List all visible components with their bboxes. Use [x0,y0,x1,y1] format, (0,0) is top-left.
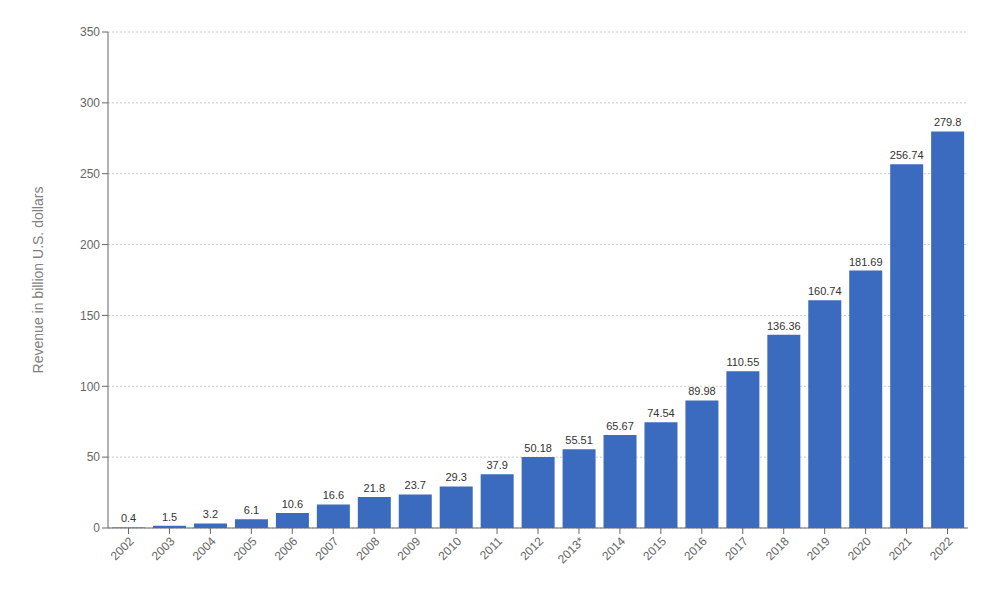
svg-text:2003: 2003 [149,534,178,563]
svg-text:0.4: 0.4 [121,512,136,524]
svg-text:1.5: 1.5 [162,511,177,523]
svg-text:160.74: 160.74 [808,285,842,297]
svg-text:2010: 2010 [435,534,464,563]
svg-text:250: 250 [80,167,100,181]
svg-text:150: 150 [80,309,100,323]
svg-text:2014: 2014 [599,534,628,563]
svg-text:10.6: 10.6 [282,498,303,510]
svg-text:200: 200 [80,238,100,252]
svg-text:2002: 2002 [108,534,137,563]
svg-text:21.8: 21.8 [364,482,385,494]
svg-text:37.9: 37.9 [486,459,507,471]
svg-text:2017: 2017 [722,534,751,563]
svg-text:136.36: 136.36 [767,320,801,332]
svg-text:2012: 2012 [517,534,546,563]
svg-text:2013*: 2013* [555,534,587,566]
svg-text:2015: 2015 [640,534,669,563]
svg-text:2011: 2011 [477,534,505,562]
svg-text:65.67: 65.67 [606,420,634,432]
svg-text:6.1: 6.1 [244,504,259,516]
svg-text:2006: 2006 [272,534,301,563]
svg-text:89.98: 89.98 [688,385,716,397]
svg-text:2009: 2009 [395,534,424,563]
svg-text:2022: 2022 [927,534,956,563]
svg-text:350: 350 [80,25,100,39]
svg-text:279.8: 279.8 [934,116,962,128]
svg-text:23.7: 23.7 [405,479,426,491]
svg-text:Revenue in billion U.S. dollar: Revenue in billion U.S. dollars [30,187,46,374]
svg-text:2021: 2021 [886,534,915,563]
svg-text:256.74: 256.74 [890,149,924,161]
svg-text:2007: 2007 [313,534,342,563]
svg-text:300: 300 [80,96,100,110]
svg-text:2005: 2005 [231,534,260,563]
svg-text:181.69: 181.69 [849,256,883,268]
svg-text:74.54: 74.54 [647,407,675,419]
svg-text:50: 50 [87,450,101,464]
svg-text:2008: 2008 [354,534,383,563]
svg-text:110.55: 110.55 [726,356,759,368]
svg-text:16.6: 16.6 [323,489,344,501]
svg-text:2004: 2004 [190,534,219,563]
svg-text:2018: 2018 [763,534,792,563]
svg-text:29.3: 29.3 [446,471,467,483]
svg-text:3.2: 3.2 [203,508,218,520]
svg-text:100: 100 [80,380,100,394]
svg-text:50.18: 50.18 [524,442,552,454]
svg-text:2019: 2019 [804,534,833,563]
svg-text:0: 0 [93,521,100,535]
svg-text:55.51: 55.51 [565,434,593,446]
svg-text:2016: 2016 [681,534,710,563]
svg-text:2020: 2020 [845,534,874,563]
